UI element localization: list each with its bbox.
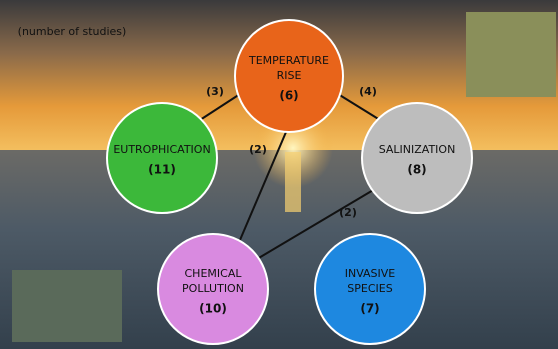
node-count: (10) — [199, 302, 227, 316]
node-label: CHEMICAL — [185, 267, 243, 280]
edge-label: (2) — [249, 143, 267, 156]
node-count: (7) — [360, 302, 379, 316]
diagram: (number of studies) (3) (4) (2) (2) TEMP… — [0, 0, 558, 349]
node-label: RISE — [277, 69, 302, 82]
eel-photo — [12, 270, 122, 342]
edge-label: (3) — [206, 85, 224, 98]
node-label: INVASIVE — [345, 267, 396, 280]
node-count: (6) — [279, 89, 298, 103]
edge-label: (4) — [359, 85, 377, 98]
node-label: EUTROPHICATION — [113, 143, 210, 156]
edge-label: (2) — [339, 206, 357, 219]
node-label: TEMPERATURE — [248, 54, 329, 67]
node-circle — [107, 103, 217, 213]
sun-reflection — [285, 152, 301, 212]
heron-photo — [466, 12, 556, 97]
node-label: SALINIZATION — [379, 143, 456, 156]
node-count: (8) — [407, 163, 426, 177]
node-circle — [362, 103, 472, 213]
node-label: SPECIES — [347, 282, 392, 295]
note: (number of studies) — [18, 25, 127, 38]
node-label: POLLUTION — [182, 282, 244, 295]
node-count: (11) — [148, 163, 176, 177]
